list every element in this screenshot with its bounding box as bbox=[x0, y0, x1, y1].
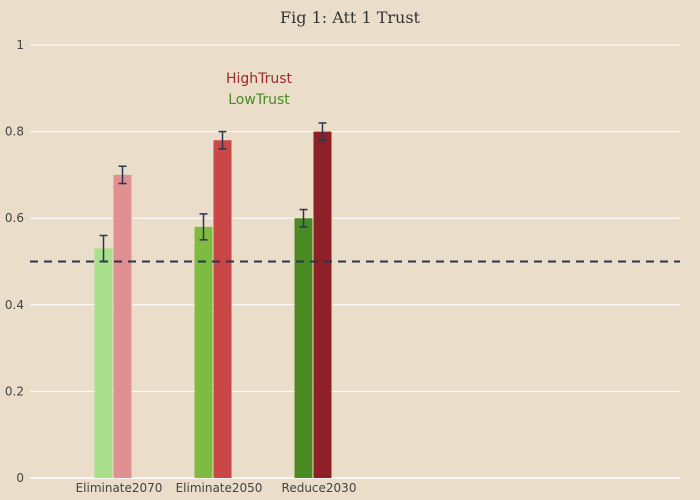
legend: HighTrust LowTrust bbox=[226, 71, 293, 108]
legend-item-lowtrust[interactable]: LowTrust bbox=[228, 92, 290, 108]
y-tick-label: 0.4 bbox=[5, 298, 24, 312]
y-tick-label: 0.2 bbox=[5, 384, 24, 398]
y-tick-label: 1 bbox=[16, 38, 24, 52]
y-axis-ticks: 0 0.2 0.4 0.6 0.8 1 bbox=[5, 38, 24, 485]
y-tick-label: 0.6 bbox=[5, 211, 24, 225]
x-tick-label: Eliminate2050 bbox=[176, 481, 263, 495]
legend-item-hightrust[interactable]: HighTrust bbox=[226, 71, 293, 87]
y-tick-label: 0.8 bbox=[5, 125, 24, 139]
bar-hightrust-eliminate2070 bbox=[113, 174, 132, 478]
chart-title: Fig 1: Att 1 Trust bbox=[280, 8, 421, 27]
gridlines bbox=[30, 44, 680, 479]
bar-lowtrust-eliminate2050 bbox=[194, 226, 213, 478]
y-tick-label: 0 bbox=[16, 471, 24, 485]
bar-hightrust-reduce2030 bbox=[313, 131, 332, 478]
bar-lowtrust-reduce2030 bbox=[294, 218, 313, 478]
bars bbox=[94, 131, 332, 478]
x-tick-label: Reduce2030 bbox=[282, 481, 357, 495]
bar-lowtrust-eliminate2070 bbox=[94, 248, 113, 478]
bar-hightrust-eliminate2050 bbox=[213, 140, 232, 478]
x-tick-label: Eliminate2070 bbox=[76, 481, 163, 495]
x-axis-ticks: Eliminate2070 Eliminate2050 Reduce2030 bbox=[76, 481, 357, 495]
